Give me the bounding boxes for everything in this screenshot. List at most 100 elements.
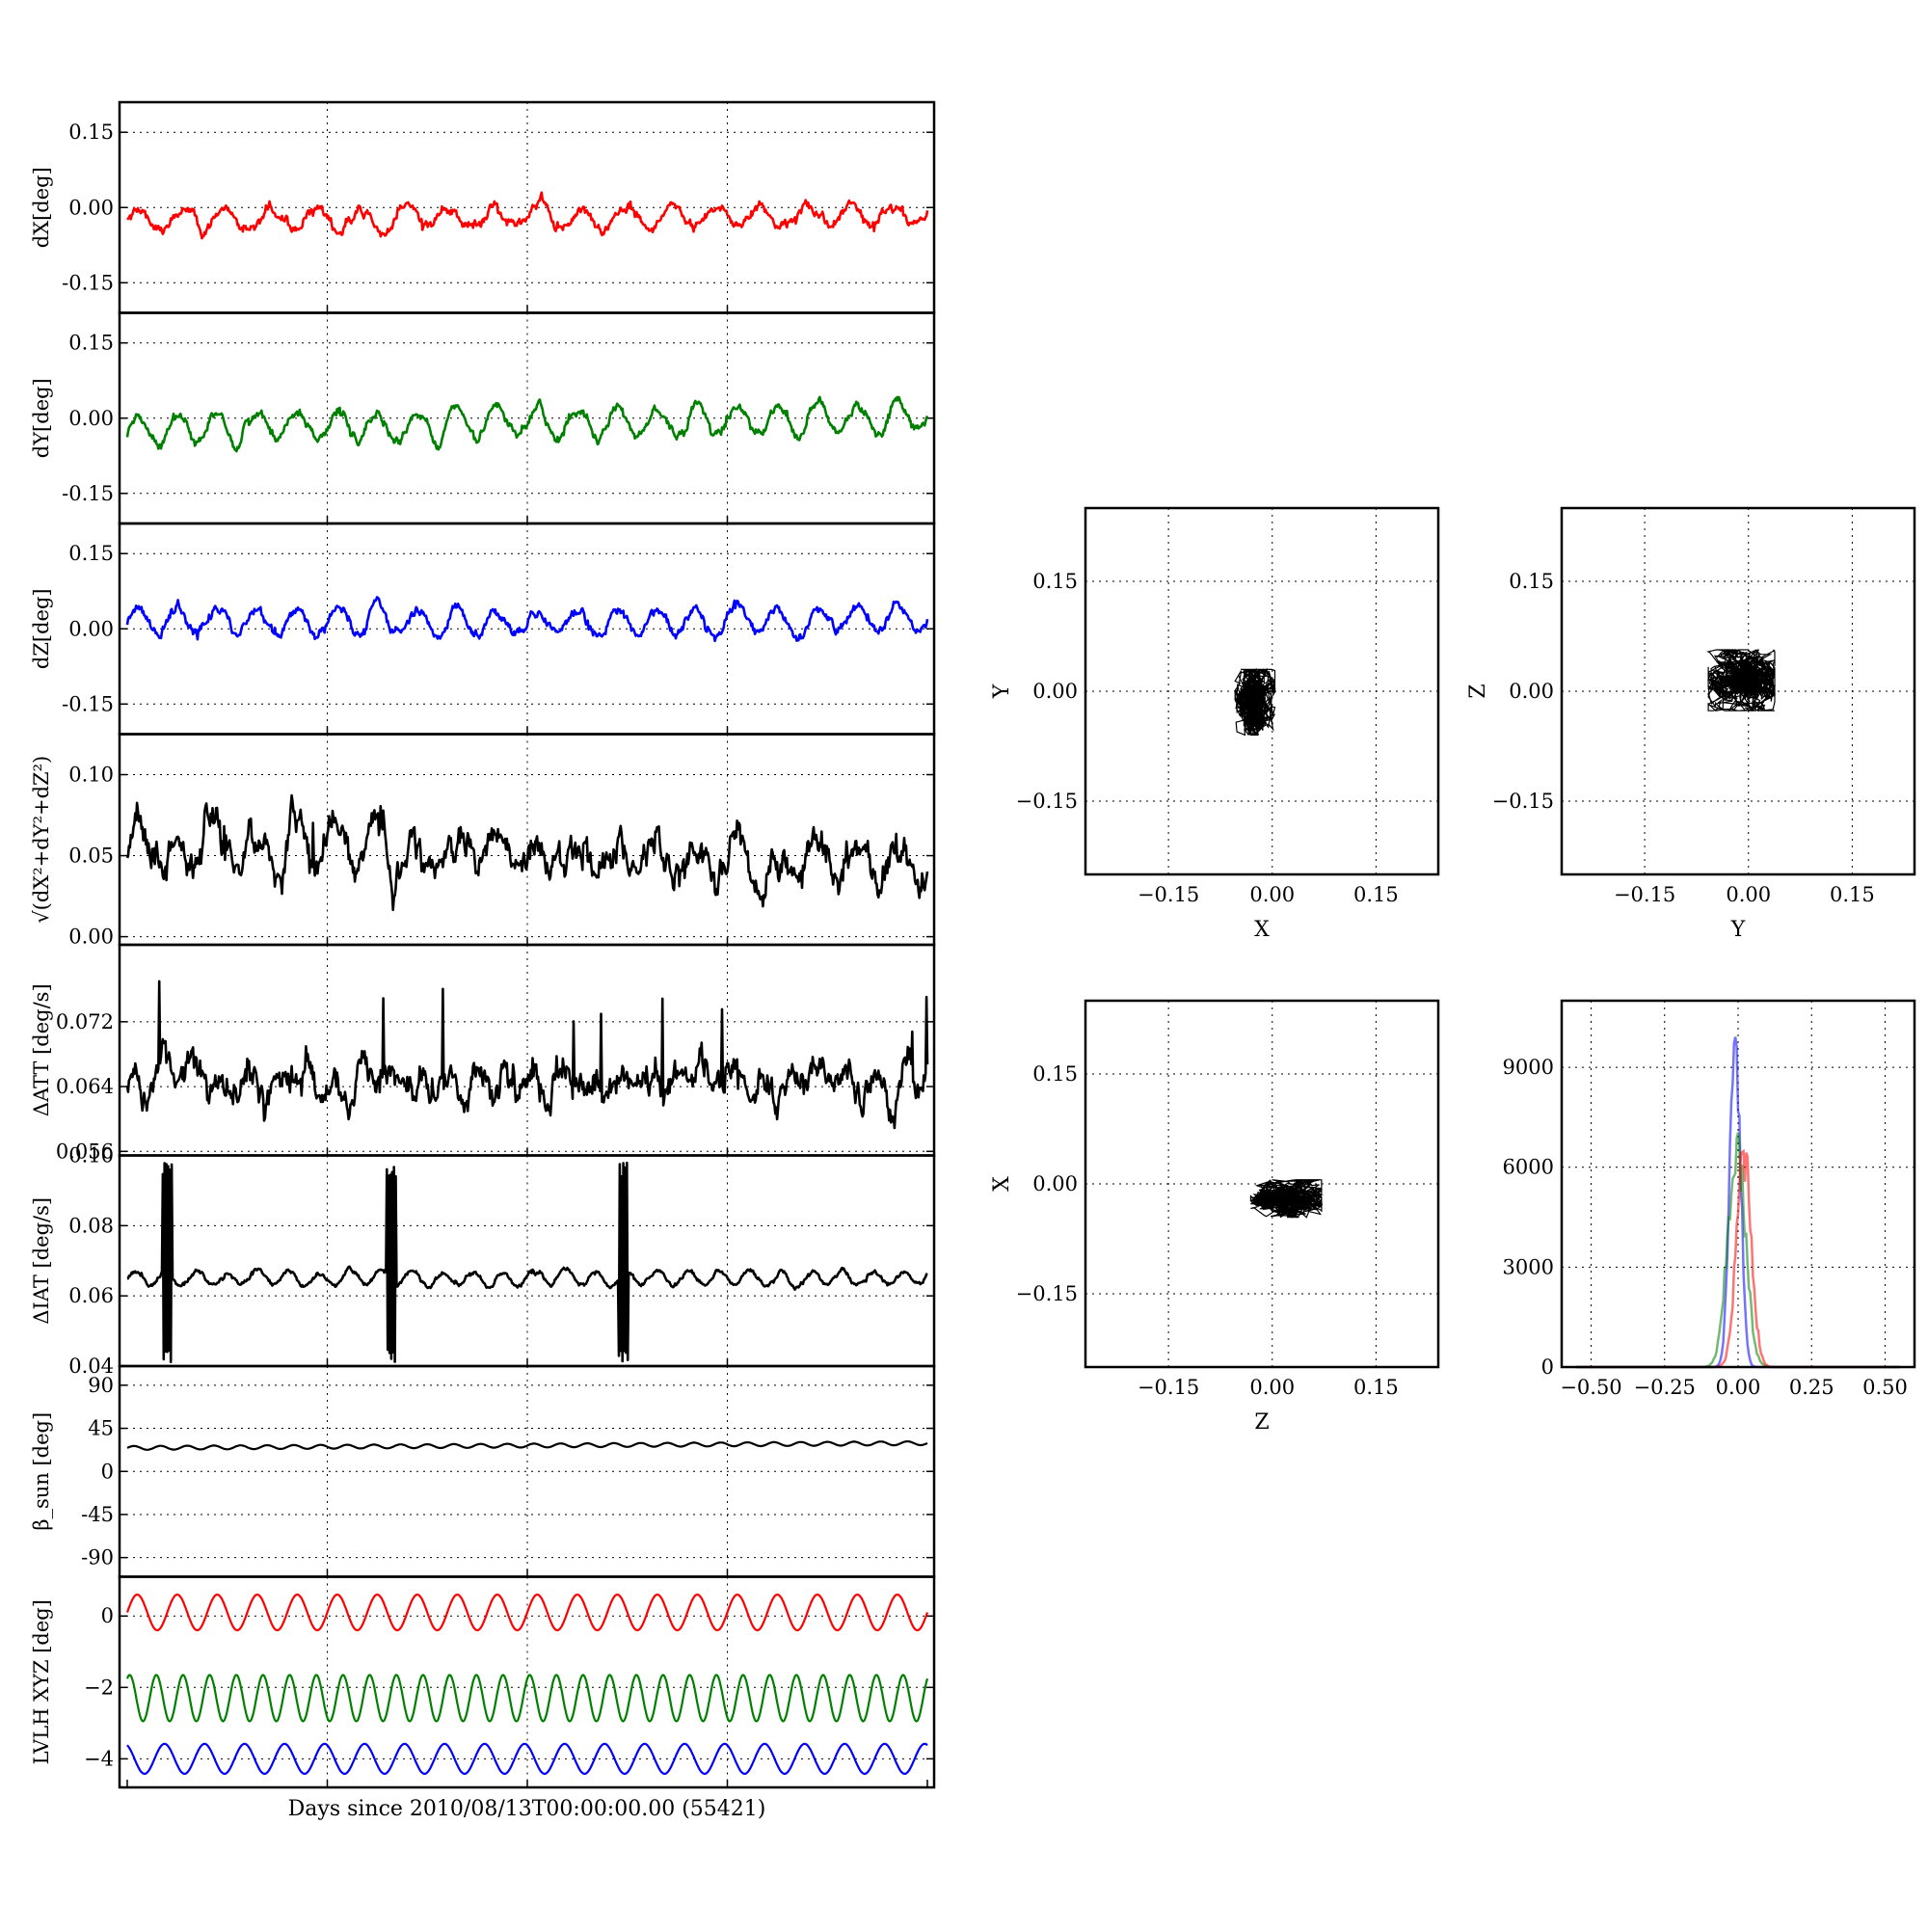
- ylabel: ΔATT [deg/s]: [30, 983, 53, 1116]
- panel-yz: −0.15 −0.15 0.00 0.00 0.15 0.15 Y Z: [1466, 506, 1916, 942]
- shared-x-axis-label: Days since 2010/08/13T00:00:00.00 (55421…: [287, 1797, 766, 1821]
- ytick-label: 0.15: [68, 332, 114, 355]
- ytick-label: 0: [101, 1460, 114, 1483]
- ylabel: LVLH XYZ [deg]: [30, 1599, 53, 1764]
- panel-frame: [1560, 506, 1916, 876]
- panel-beta: 90 45 0 -45 -90 β_sun [deg]: [30, 1364, 936, 1578]
- ylabel: √(dX²+dY²+dZ²): [30, 756, 53, 924]
- panel-lvlh: 0 −2 −4 LVLH XYZ [deg]: [30, 1575, 936, 1789]
- xlabel: Y: [1730, 918, 1746, 942]
- ylabel: β_sun [deg]: [30, 1412, 53, 1531]
- panel-dx: 0.15 0.00 -0.15 dX[deg]: [30, 100, 936, 314]
- ytick-label: 0.10: [68, 1144, 114, 1167]
- scatter-trace: [1706, 649, 1777, 712]
- xtick-label: 0.00: [1249, 1376, 1295, 1399]
- ylabel: Z: [1466, 684, 1490, 698]
- xtick-label: 0.15: [1353, 1376, 1399, 1399]
- xtick-label: 0.00: [1249, 883, 1295, 906]
- panel-frame: [118, 943, 936, 1157]
- xtick-label: −0.25: [1634, 1376, 1696, 1399]
- series-line: [126, 1439, 928, 1451]
- ytick-label: 0.15: [1509, 570, 1554, 593]
- ytick-label: 0.00: [1032, 680, 1078, 703]
- ylabel: dX[deg]: [30, 167, 53, 248]
- ytick-label: 0.00: [1509, 680, 1554, 703]
- series-line: [126, 1161, 928, 1363]
- ytick-label: 0: [101, 1604, 114, 1627]
- series-line: [125, 596, 929, 643]
- series-line: [125, 1674, 929, 1723]
- ylabel: ΔIAT [deg/s]: [30, 1197, 53, 1325]
- panel-rss: 0.10 0.05 0.00 √(dX²+dY²+dZ²): [30, 733, 936, 949]
- series-line: [126, 191, 929, 240]
- panel-xy: −0.15 −0.15 0.00 0.00 0.15 0.15 X Y: [990, 506, 1440, 942]
- ylabel: Y: [990, 684, 1014, 699]
- ytick-label: −0.15: [1016, 1282, 1078, 1305]
- ytick-label: -90: [81, 1546, 114, 1570]
- ytick-label: 0.04: [68, 1355, 114, 1378]
- panel-dy: 0.15 0.00 -0.15 dY[deg]: [30, 311, 936, 525]
- scatter-trace: [1234, 667, 1276, 737]
- ytick-label: −2: [84, 1676, 114, 1699]
- ytick-label: -0.15: [62, 482, 114, 505]
- xtick-label: 0.50: [1862, 1376, 1908, 1399]
- ytick-label: -0.15: [62, 692, 114, 715]
- ytick-label: −0.15: [1492, 790, 1554, 813]
- series-line: [126, 1742, 928, 1776]
- panel-dz: 0.15 0.00 -0.15 dZ[deg]: [30, 522, 936, 736]
- panel-frame: [1084, 999, 1440, 1369]
- ytick-label: 0.00: [68, 926, 114, 949]
- ytick-label: 45: [88, 1417, 114, 1440]
- ytick-label: 0.15: [1032, 570, 1078, 593]
- ytick-label: 0.056: [56, 1140, 114, 1163]
- ytick-label: 0.15: [68, 542, 114, 565]
- series-line: [125, 1593, 929, 1632]
- ytick-label: 0.05: [68, 845, 114, 868]
- panel-frame: [118, 1154, 936, 1368]
- ytick-label: -0.15: [62, 271, 114, 294]
- ytick-label: 0.06: [68, 1284, 114, 1307]
- ylabel: dY[deg]: [30, 378, 53, 458]
- ylabel: X: [990, 1176, 1014, 1192]
- ytick-label: -45: [81, 1503, 114, 1526]
- ytick-label: 0.00: [68, 196, 114, 219]
- ytick-label: 0.08: [68, 1214, 114, 1237]
- xlabel: Z: [1254, 1410, 1269, 1435]
- xtick-label: −0.50: [1560, 1376, 1621, 1399]
- ytick-label: 0.00: [68, 407, 114, 430]
- ytick-label: 0.10: [68, 764, 114, 787]
- series-line: [125, 979, 929, 1130]
- ytick-label: 0.15: [1032, 1062, 1078, 1086]
- ytick-label: 0.064: [56, 1075, 114, 1098]
- ytick-label: 9000: [1503, 1056, 1554, 1079]
- ylabel: dZ[deg]: [30, 588, 53, 669]
- xtick-label: −0.15: [1614, 883, 1675, 906]
- ytick-label: 0.00: [68, 617, 114, 640]
- xtick-label: 0.00: [1716, 1376, 1761, 1399]
- ytick-label: 3000: [1503, 1255, 1554, 1278]
- ytick-label: −0.15: [1016, 790, 1078, 813]
- panel-hist: −0.50 −0.25 0.00 0.25 0.50 9000 6000 3000 0: [1503, 999, 1916, 1399]
- series-line: [125, 395, 929, 453]
- panel-frame: [1560, 999, 1916, 1369]
- panels: 0.15 0.00 -0.15 dX[deg] 0.15 0.00 -0.15 dY[deg]…: [30, 100, 1916, 1789]
- panel-frame: [1084, 506, 1440, 876]
- panel-zx: −0.15 −0.15 0.00 0.00 0.15 0.15 Z X: [990, 999, 1440, 1435]
- scatter-trace: [1249, 1178, 1324, 1219]
- xtick-label: −0.15: [1138, 1376, 1199, 1399]
- ytick-label: 0.00: [1032, 1172, 1078, 1195]
- xtick-label: 0.00: [1726, 883, 1771, 906]
- series-line: [125, 793, 929, 912]
- ytick-label: 0: [1541, 1355, 1554, 1379]
- panel-diat: 0.10 0.08 0.06 0.04 ΔIAT [deg/s]: [30, 1144, 936, 1378]
- panel-datt: 0.072 0.064 0.056 ΔATT [deg/s]: [30, 943, 936, 1163]
- xtick-label: 0.15: [1353, 883, 1399, 906]
- ytick-label: 0.072: [56, 1010, 114, 1033]
- xtick-label: 0.15: [1830, 883, 1875, 906]
- ytick-label: 90: [88, 1374, 114, 1397]
- ytick-label: −4: [84, 1747, 114, 1770]
- ytick-label: 0.15: [68, 121, 114, 144]
- xtick-label: 0.25: [1789, 1376, 1834, 1399]
